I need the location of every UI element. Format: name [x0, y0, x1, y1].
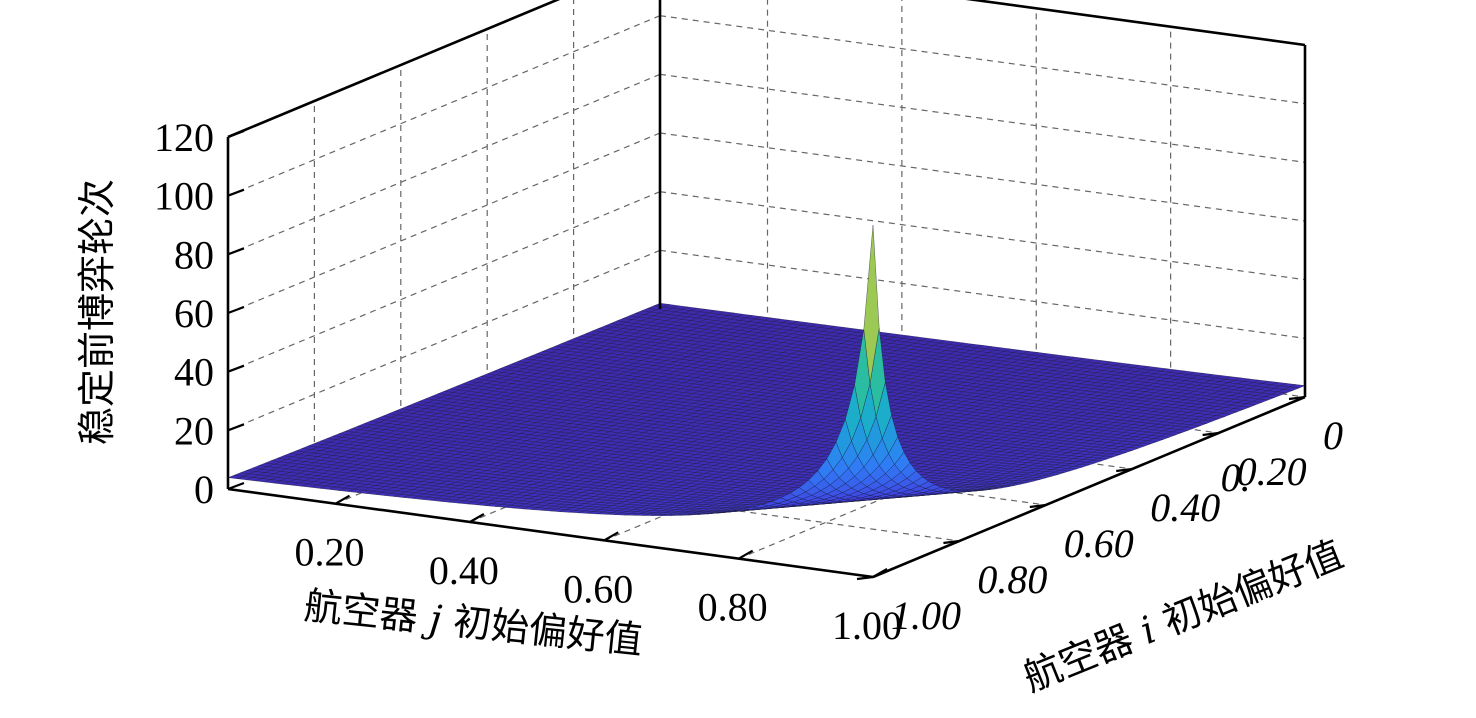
- surface-mesh: [227, 224, 1306, 516]
- x-tick-label: 0.80: [698, 585, 768, 630]
- x-axis-label-prefix: 航空器: [302, 583, 432, 640]
- z-tick-label: 20: [174, 408, 214, 453]
- y-tick-label: 0.20: [1237, 449, 1307, 494]
- x-tick-label: 1.00: [832, 603, 902, 648]
- y-axis-label-suffix: 初始偏好值: [1145, 532, 1349, 649]
- z-tick-80: [227, 247, 245, 256]
- grid-z-left-40: [227, 191, 661, 373]
- grid-z-left-80: [227, 73, 661, 255]
- y-tick-label: 0.40: [1150, 485, 1220, 530]
- grid-z-back-100: [659, 15, 1306, 105]
- y-tick-0.8: [943, 539, 960, 545]
- x-tick-label: 0.40: [429, 548, 499, 593]
- y-tick-0.4: [1116, 467, 1133, 473]
- y-tick-0: [1288, 395, 1306, 401]
- tick-marks: [227, 129, 1306, 581]
- grid-z-left-100: [227, 15, 661, 197]
- top-left-edge: [227, 0, 561, 139]
- x-tick-0.6: [603, 531, 619, 542]
- x-tick-1: [872, 568, 888, 578]
- grid-z-back-80: [659, 73, 1306, 163]
- z-tick-label: 100: [154, 174, 214, 219]
- z-tick-20: [227, 423, 245, 432]
- z-tick-40: [227, 364, 245, 373]
- y-tick-label: 0.60: [1064, 521, 1134, 566]
- y-tick-fragment: 0.: [1221, 455, 1251, 500]
- y-tick-label: 0.80: [977, 557, 1047, 602]
- x-tick-label: 0.20: [295, 530, 365, 575]
- tick-labels: 0 20 40 60 80 100 120 0.20 0.40 0.60 0.80 1.00 0 0.20…: [154, 115, 1343, 648]
- grid-z-left-60: [227, 132, 661, 314]
- z-tick-100: [227, 188, 245, 197]
- y-tick-label: 0: [1323, 413, 1343, 458]
- z-tick-0: [227, 481, 245, 491]
- y-tick-0.6: [1029, 503, 1046, 509]
- top-back-edge: [965, 0, 1306, 47]
- surface-patch: [863, 224, 880, 384]
- grid-z-left-20: [227, 249, 661, 431]
- grid-y-floor-0.8: [314, 452, 960, 542]
- z-tick-label: 60: [174, 291, 214, 336]
- y-tick-label: 1.00: [891, 593, 961, 638]
- grid-z-back-20: [659, 249, 1306, 339]
- y-axis-label-prefix: 航空器: [1017, 612, 1150, 700]
- y-tick-0.2: [1202, 431, 1219, 437]
- y-tick-1: [856, 575, 874, 581]
- x-tick-0.4: [469, 513, 485, 523]
- grid-z-back-120: [970, 0, 1306, 46]
- z-tick-label: 120: [154, 115, 214, 160]
- x-tick-0.8: [738, 549, 754, 560]
- z-tick-label: 0: [194, 467, 214, 512]
- z-tick-label: 80: [174, 232, 214, 277]
- z-tick-60: [227, 305, 245, 315]
- z-tick-label: 40: [174, 350, 214, 395]
- grid-z-left-120: [227, 0, 559, 138]
- grid-z-back-40: [659, 191, 1306, 281]
- grid-z-back-60: [659, 132, 1306, 222]
- z-axis-label: 稳定前博弈轮次: [75, 179, 119, 445]
- y-axis-line: [872, 395, 1306, 579]
- x-tick-0.2: [334, 494, 351, 505]
- z-tick-120: [227, 129, 245, 139]
- x-tick-label: 0.60: [563, 566, 633, 611]
